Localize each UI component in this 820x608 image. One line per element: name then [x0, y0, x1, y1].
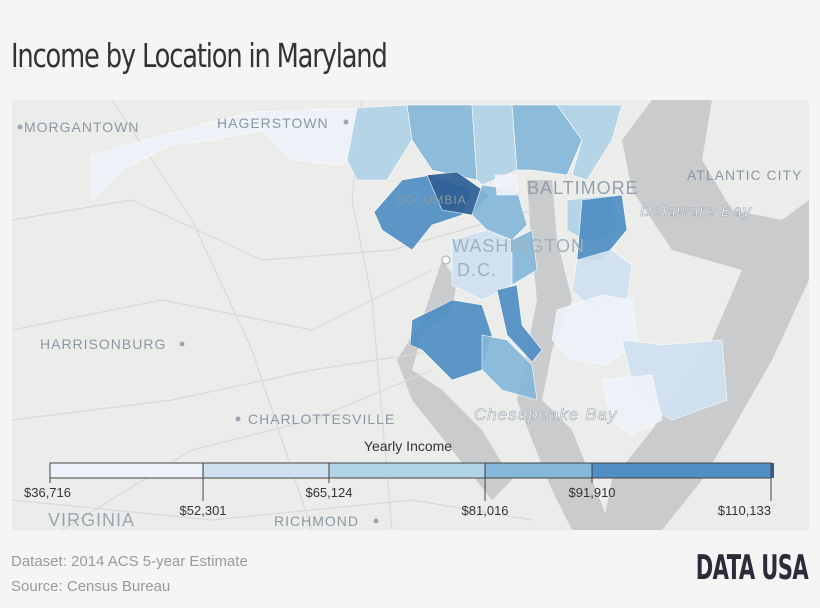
- source-label: Source: Census Bureau: [11, 578, 171, 595]
- datausa-logo: DATA USA: [695, 548, 809, 588]
- legend-tick-label: $52,301: [180, 503, 227, 518]
- legend-tick-label: $81,016: [462, 503, 509, 518]
- county-region[interactable]: [494, 174, 518, 196]
- legend-bin: [202, 462, 330, 479]
- page-title: Income by Location in Maryland: [11, 36, 388, 75]
- water-chesapeake: [517, 180, 612, 530]
- label-harrisonburg: HARRISONBURG: [40, 336, 166, 352]
- label-washington: WASHINGTON: [452, 236, 585, 256]
- label-atlantic-city: ATLANTIC CITY: [687, 167, 802, 183]
- label-chesapeake-bay: Chesapeake Bay: [474, 405, 618, 424]
- water-delaware-bay: [602, 100, 809, 530]
- label-dc: D.C.: [457, 260, 497, 280]
- county-region[interactable]: [471, 104, 518, 186]
- legend-bin: [49, 462, 204, 479]
- legend-tick-label: $91,910: [569, 485, 616, 500]
- county-region[interactable]: [576, 194, 628, 261]
- legend-bin: [591, 462, 772, 479]
- label-virginia: VIRGINIA: [48, 510, 135, 530]
- legend-max-swatch: [771, 463, 774, 478]
- county-region[interactable]: [601, 374, 663, 436]
- label-morgantown: MORGANTOWN: [24, 119, 140, 135]
- dataset-label: Dataset: 2014 ACS 5-year Estimate: [11, 553, 248, 570]
- legend: Yearly Income $36,716 $52,301 $65,124 $81,0…: [24, 438, 774, 518]
- label-delaware-bay: Delaware Bay: [640, 203, 752, 220]
- label-columbia: COLUMBIA: [396, 193, 467, 207]
- county-region[interactable]: [556, 104, 623, 181]
- county-region[interactable]: [481, 334, 538, 401]
- legend-tick-label: $65,124: [305, 485, 352, 500]
- label-charlottesville: CHARLOTTESVILLE: [248, 411, 395, 427]
- legend-tick-label: $110,133: [718, 503, 771, 518]
- label-baltimore: BALTIMORE: [527, 178, 639, 198]
- label-hagerstown: HAGERSTOWN: [217, 115, 329, 131]
- legend-tick-label: $36,716: [24, 485, 71, 500]
- county-region[interactable]: [511, 229, 538, 286]
- choropleth-map[interactable]: MORGANTOWN HAGERSTOWN BALTIMORE ATLANTIC…: [12, 100, 809, 530]
- county-region[interactable]: [551, 294, 638, 366]
- legend-title: Yearly Income: [364, 438, 452, 454]
- county-region[interactable]: [496, 284, 543, 363]
- city-dots: [17, 119, 451, 524]
- label-richmond: RICHMOND: [274, 513, 359, 529]
- legend-bin: [328, 462, 486, 479]
- legend-bin: [484, 462, 593, 479]
- county-region[interactable]: [91, 111, 263, 201]
